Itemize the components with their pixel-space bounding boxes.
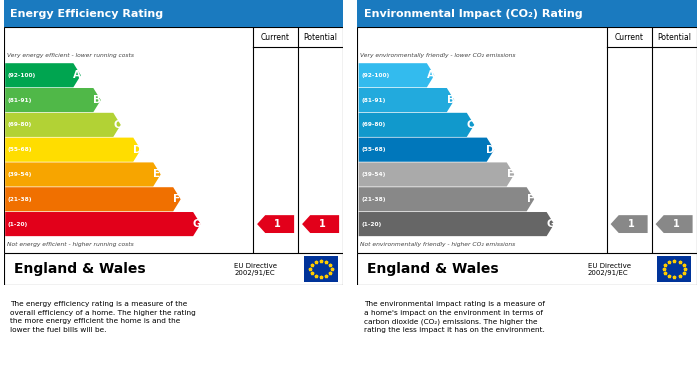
Text: (69-80): (69-80): [8, 122, 32, 127]
Polygon shape: [358, 113, 475, 137]
Text: (1-20): (1-20): [361, 222, 382, 226]
Bar: [304, 256, 338, 282]
Text: Not energy efficient - higher running costs: Not energy efficient - higher running co…: [7, 242, 134, 247]
Polygon shape: [5, 63, 80, 87]
Text: (92-100): (92-100): [8, 73, 36, 78]
Text: (1-20): (1-20): [8, 222, 28, 226]
Text: D: D: [486, 145, 495, 155]
Text: D: D: [133, 145, 141, 155]
Polygon shape: [5, 113, 121, 137]
Text: England & Wales: England & Wales: [14, 262, 146, 276]
Text: B: B: [447, 95, 454, 105]
Polygon shape: [302, 215, 339, 233]
Text: (21-38): (21-38): [8, 197, 32, 202]
Polygon shape: [358, 187, 534, 212]
Text: (81-91): (81-91): [361, 98, 386, 102]
Text: (92-100): (92-100): [361, 73, 389, 78]
Text: The environmental impact rating is a measure of
a home's impact on the environme: The environmental impact rating is a mea…: [364, 301, 545, 333]
Polygon shape: [656, 215, 692, 233]
Text: (21-38): (21-38): [361, 197, 386, 202]
Text: A: A: [73, 70, 81, 80]
Text: 1: 1: [319, 219, 326, 229]
Text: Potential: Potential: [304, 33, 337, 42]
Text: EU Directive
2002/91/EC: EU Directive 2002/91/EC: [588, 262, 631, 276]
Text: E: E: [507, 169, 514, 179]
Polygon shape: [257, 215, 294, 233]
Text: Current: Current: [615, 33, 643, 42]
Text: (81-91): (81-91): [8, 98, 32, 102]
Text: Current: Current: [261, 33, 290, 42]
Polygon shape: [358, 63, 434, 87]
Text: C: C: [467, 120, 475, 130]
Text: A: A: [426, 70, 435, 80]
Text: Environmental Impact (CO₂) Rating: Environmental Impact (CO₂) Rating: [364, 9, 582, 18]
Text: Very energy efficient - lower running costs: Very energy efficient - lower running co…: [7, 53, 134, 58]
Text: F: F: [527, 194, 534, 204]
Polygon shape: [5, 88, 101, 112]
Text: (69-80): (69-80): [361, 122, 385, 127]
Text: G: G: [193, 219, 201, 229]
Text: Potential: Potential: [657, 33, 691, 42]
Text: G: G: [546, 219, 554, 229]
Text: (39-54): (39-54): [361, 172, 386, 177]
Polygon shape: [610, 215, 648, 233]
Text: F: F: [174, 194, 181, 204]
Polygon shape: [358, 212, 554, 236]
Polygon shape: [5, 138, 141, 162]
Text: 1: 1: [628, 219, 634, 229]
Polygon shape: [358, 162, 514, 187]
Polygon shape: [358, 88, 454, 112]
Text: England & Wales: England & Wales: [368, 262, 499, 276]
Text: Not environmentally friendly - higher CO₂ emissions: Not environmentally friendly - higher CO…: [360, 242, 516, 247]
Text: (55-68): (55-68): [361, 147, 386, 152]
Text: (39-54): (39-54): [8, 172, 32, 177]
Text: 1: 1: [274, 219, 281, 229]
Polygon shape: [5, 212, 201, 236]
Text: EU Directive
2002/91/EC: EU Directive 2002/91/EC: [234, 262, 277, 276]
Text: 1: 1: [673, 219, 679, 229]
Text: (55-68): (55-68): [8, 147, 32, 152]
Text: The energy efficiency rating is a measure of the
overall efficiency of a home. T: The energy efficiency rating is a measur…: [10, 301, 196, 333]
Bar: [657, 256, 692, 282]
Polygon shape: [5, 187, 181, 212]
Text: B: B: [93, 95, 101, 105]
Text: Energy Efficiency Rating: Energy Efficiency Rating: [10, 9, 163, 18]
Text: E: E: [153, 169, 160, 179]
Polygon shape: [358, 138, 494, 162]
Text: Very environmentally friendly - lower CO₂ emissions: Very environmentally friendly - lower CO…: [360, 53, 516, 58]
Text: C: C: [113, 120, 121, 130]
Polygon shape: [5, 162, 161, 187]
